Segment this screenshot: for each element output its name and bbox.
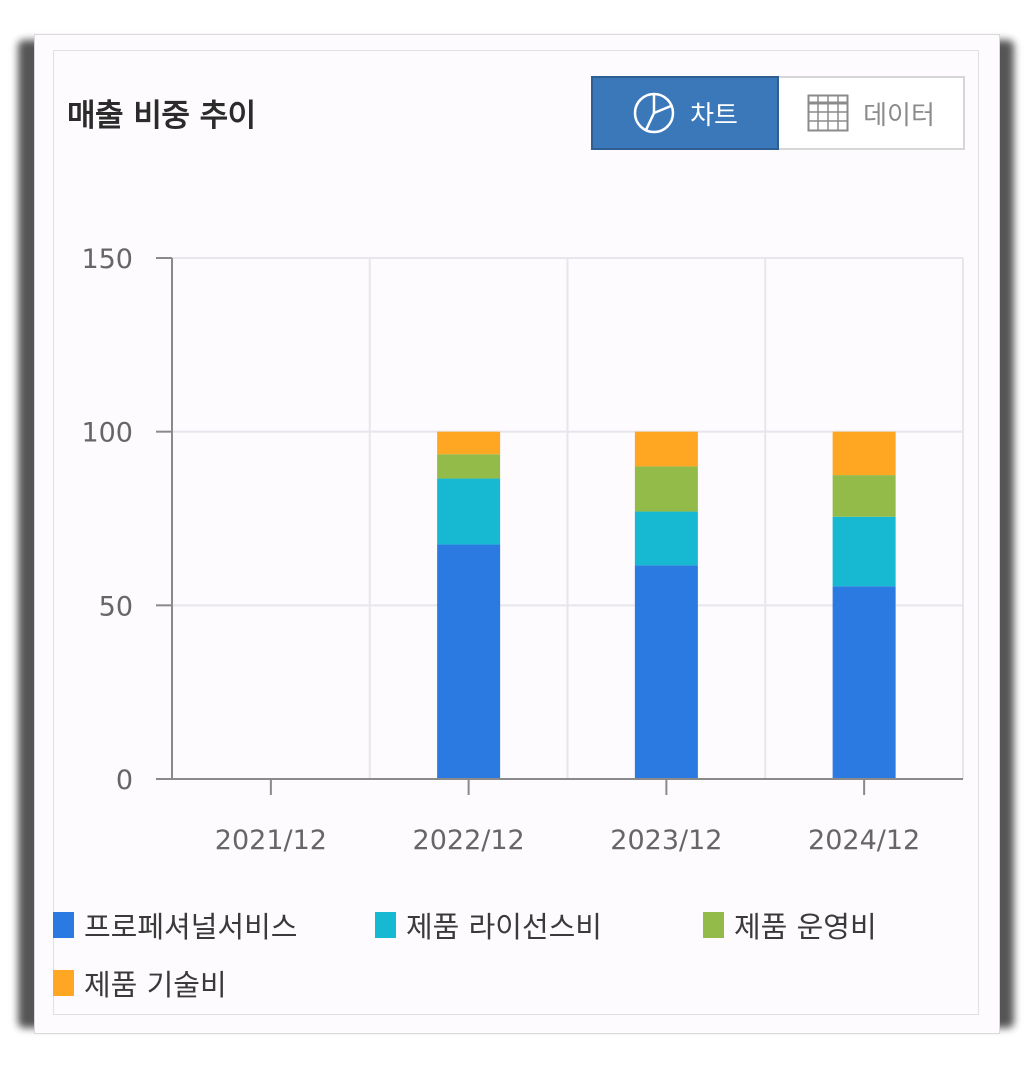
legend-item-tech[interactable]: 제품 기술비 (53, 962, 227, 1004)
bar-segment (634, 565, 698, 779)
y-tick-label: 50 (99, 591, 133, 622)
chart-view-button[interactable]: 차트 (591, 76, 779, 150)
x-tick-label: 2024/12 (808, 825, 920, 856)
x-tick-label: 2023/12 (610, 825, 722, 856)
chart-view-label: 차트 (690, 100, 738, 131)
legend-label: 프로페셔널서비스 (84, 910, 298, 944)
stacked-bar-chart: 0 50 100 150 2021/12 2022/12 2023/12 2024/12 (81, 244, 964, 856)
data-view-button[interactable]: 데이터 (779, 76, 965, 150)
bar-segment (437, 544, 501, 779)
y-tick-label: 0 (116, 765, 133, 796)
y-tick-label: 150 (81, 244, 133, 275)
view-toggle: 차트 데이터 (591, 76, 965, 150)
bar-segment (832, 586, 896, 779)
legend-label: 제품 기술비 (84, 968, 227, 1002)
bar-segment (437, 431, 501, 455)
widget-panel (53, 50, 979, 1015)
x-tick-label: 2021/12 (215, 825, 327, 856)
legend-item-license[interactable]: 제품 라이선스비 (375, 904, 602, 946)
data-view-label: 데이터 (863, 100, 935, 131)
bar-segment (437, 454, 501, 479)
bar-segment (634, 466, 698, 512)
y-tick-label: 100 (81, 418, 133, 449)
legend-item-professional[interactable]: 프로페셔널서비스 (53, 904, 297, 946)
bar-segment (832, 431, 896, 476)
legend-swatch (53, 970, 74, 996)
pie-chart-icon (632, 91, 676, 135)
legend-swatch (375, 912, 396, 938)
legend-swatch (703, 912, 724, 938)
bar-segment (634, 511, 698, 566)
legend-label: 제품 운영비 (734, 910, 877, 944)
bar-segment (437, 478, 501, 545)
page-title: 매출 비중 추이 (67, 98, 256, 134)
x-tick-label: 2022/12 (413, 825, 525, 856)
legend-item-operation[interactable]: 제품 운영비 (703, 904, 877, 946)
legend-label: 제품 라이선스비 (406, 910, 602, 944)
bar-segment (832, 516, 896, 587)
legend-swatch (53, 912, 74, 938)
bar-segment (634, 431, 698, 467)
bar-segment (832, 475, 896, 517)
table-grid-icon (807, 94, 849, 132)
